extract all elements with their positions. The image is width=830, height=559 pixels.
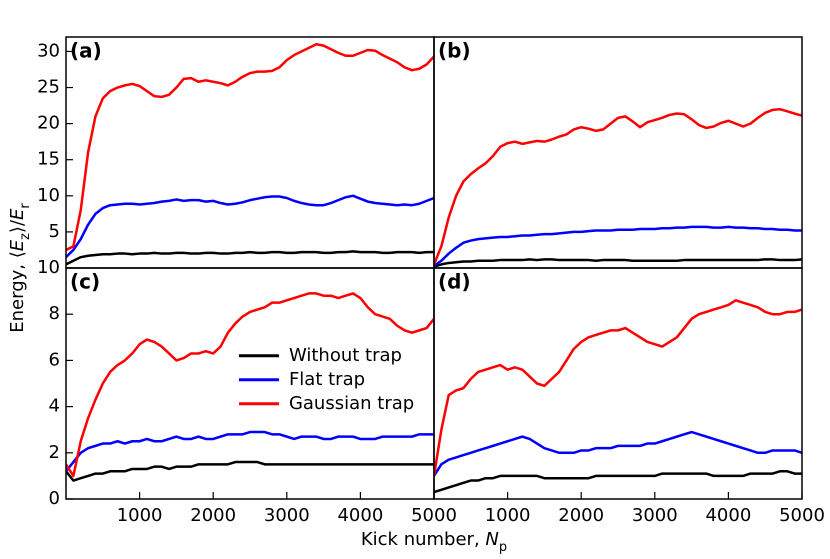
y-tick-label: 10 <box>37 257 60 278</box>
panel-label: (c) <box>70 270 100 294</box>
y-tick-label: 30 <box>37 40 60 61</box>
y-tick-label: 6 <box>49 349 60 370</box>
y-tick-label: 8 <box>49 303 60 324</box>
legend-label: Gaussian trap <box>289 393 414 414</box>
series-line <box>434 470 802 494</box>
x-tick-label: 1000 <box>485 505 531 526</box>
y-tick-label: 2 <box>49 442 60 463</box>
panel-frame <box>65 36 435 269</box>
y-label-part: ⟩/ <box>7 219 28 233</box>
x-tick-label: 2000 <box>190 505 236 526</box>
series-line <box>66 194 434 259</box>
x-label-part: p <box>499 540 507 555</box>
series-line <box>434 225 802 267</box>
series-line <box>66 460 434 482</box>
y-tick-label: 0 <box>49 488 60 509</box>
series-line <box>66 42 434 252</box>
series-line <box>66 250 434 266</box>
series-line <box>434 430 802 477</box>
x-axis-label: Kick number, Np <box>361 529 507 555</box>
series-line <box>66 430 434 473</box>
x-tick-label: 4000 <box>705 505 751 526</box>
y-tick-label: 20 <box>37 113 60 134</box>
y-tick-label: 15 <box>37 149 60 170</box>
x-label-part: Kick number, <box>361 529 486 550</box>
panel-label: (d) <box>438 270 471 294</box>
series-line <box>434 107 802 265</box>
x-tick-label: 1000 <box>117 505 163 526</box>
x-tick-label: 2000 <box>558 505 604 526</box>
y-tick-label: 4 <box>49 396 60 417</box>
y-tick-label: 25 <box>37 77 60 98</box>
panel-label: (b) <box>438 39 471 63</box>
y-axis-label: Energy, ⟨Ez⟩/Er <box>7 203 33 333</box>
y-label-part: r <box>18 203 33 209</box>
panel-label: (a) <box>70 39 102 63</box>
x-tick-label: 3000 <box>632 505 678 526</box>
x-label-part: N <box>485 529 498 550</box>
y-label-part: Energy, ⟨ <box>7 251 28 332</box>
x-tick-label: 5000 <box>779 505 825 526</box>
x-tick-label: 4000 <box>337 505 383 526</box>
y-tick-label: 10 <box>37 185 60 206</box>
legend-label: Flat trap <box>289 369 365 390</box>
x-tick-label: 3000 <box>264 505 310 526</box>
panel-frame <box>433 267 803 500</box>
panel-frame <box>433 36 803 269</box>
y-label-part: E <box>7 208 28 220</box>
y-tick-label: 5 <box>49 221 60 242</box>
y-label-part: E <box>7 239 28 251</box>
series-line <box>434 299 802 477</box>
legend-label: Without trap <box>289 345 402 366</box>
x-tick-label: 5000 <box>411 505 457 526</box>
y-label-part: z <box>18 233 33 240</box>
series-line <box>66 292 434 478</box>
series-line <box>434 258 802 268</box>
